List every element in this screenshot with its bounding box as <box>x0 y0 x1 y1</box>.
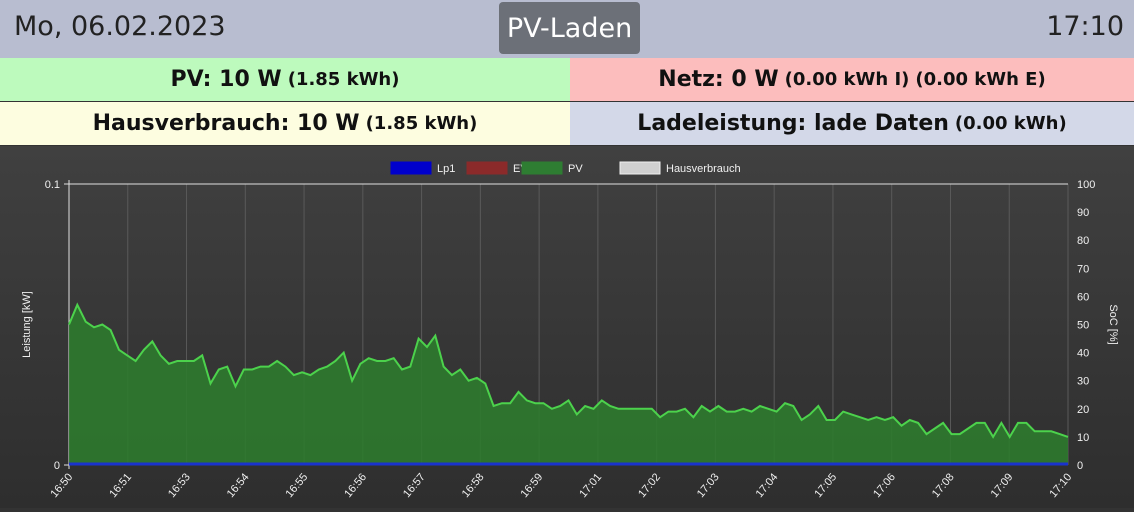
y-right-tick-label: 10 <box>1077 432 1089 444</box>
chart-area: 0.1 0 100 90 80 70 60 50 40 30 20 10 0 Leistung [kW] S… <box>0 146 1134 508</box>
time-display: 17:10 <box>1046 11 1124 42</box>
legend-label-lp1: Lp1 <box>437 163 455 175</box>
house-power: Hausverbrauch: 10 W <box>92 111 360 136</box>
y-right-tick-label: 0 <box>1077 460 1083 472</box>
x-tick-label: 17:02 <box>636 471 663 500</box>
pv-line <box>68 302 1069 439</box>
y-right-tick-label: 20 <box>1077 404 1089 416</box>
top-bar: Mo, 06.02.2023 PV-Laden 17:10 <box>0 0 1134 58</box>
page-title-button[interactable]: PV-Laden <box>499 2 640 54</box>
legend-label-hausverbrauch: Hausverbrauch <box>666 163 741 175</box>
x-tick-label: 16:55 <box>283 471 310 500</box>
x-tick-label: 17:08 <box>930 471 957 500</box>
pv-area <box>69 304 1068 465</box>
y-left-tick-label: 0 <box>54 460 60 472</box>
x-tick-label: 17:09 <box>989 471 1016 500</box>
pv-power: PV: 10 W <box>170 67 282 92</box>
x-tick-label: 17:03 <box>695 471 722 500</box>
x-tick-label: 17:04 <box>754 471 781 500</box>
y-right-tick-label: 90 <box>1077 207 1089 219</box>
date-display: Mo, 06.02.2023 <box>14 11 226 42</box>
charge-energy: (0.00 kWh) <box>954 113 1067 134</box>
charge-tile[interactable]: Ladeleistung: lade Daten (0.00 kWh) <box>570 102 1134 145</box>
grid-export-energy: (0.00 kWh E) <box>915 69 1046 90</box>
legend-swatch-evu <box>466 161 508 175</box>
grid-import-energy: (0.00 kWh I) <box>784 69 910 90</box>
x-tick-label: 16:59 <box>519 471 546 500</box>
x-tick-label: 17:06 <box>871 471 898 500</box>
legend-swatch-pv <box>521 161 563 175</box>
y-right-tick-label: 70 <box>1077 263 1089 275</box>
y-right-tick-label: 30 <box>1077 376 1089 388</box>
y-right-tick-label: 100 <box>1077 179 1095 191</box>
grid-power: Netz: 0 W <box>658 67 779 92</box>
house-tile[interactable]: Hausverbrauch: 10 W (1.85 kWh) <box>0 102 570 145</box>
x-tick-label: 17:01 <box>577 471 604 500</box>
x-tick-label: 16:51 <box>107 471 134 500</box>
y-right-tick-label: 40 <box>1077 348 1089 360</box>
house-energy: (1.85 kWh) <box>365 113 478 134</box>
y-right-tick-label: 80 <box>1077 235 1089 247</box>
charge-power: Ladeleistung: lade Daten <box>637 111 949 136</box>
x-tick-label: 16:57 <box>401 471 428 500</box>
x-tick-label: 16:53 <box>166 471 193 500</box>
x-tick-label: 16:58 <box>460 471 487 500</box>
y-left-tick-label: 0.1 <box>45 179 60 191</box>
legend-label-pv: PV <box>568 163 583 175</box>
x-tick-label: 16:54 <box>225 471 252 500</box>
legend-swatch-hausverbrauch <box>619 161 661 175</box>
pv-tile[interactable]: PV: 10 W (1.85 kWh) <box>0 58 570 101</box>
x-tick-label: 16:56 <box>342 471 369 500</box>
x-tick-label: 17:10 <box>1047 471 1074 500</box>
legend-swatch-lp1 <box>390 161 432 175</box>
grid-tile[interactable]: Netz: 0 W (0.00 kWh I) (0.00 kWh E) <box>570 58 1134 101</box>
pv-energy: (1.85 kWh) <box>287 69 400 90</box>
x-tick-label: 17:05 <box>812 471 839 500</box>
x-tick-label: 16:50 <box>48 471 75 500</box>
y-right-tick-label: 50 <box>1077 320 1089 332</box>
y-left-axis-label: Leistung [kW] <box>21 291 33 358</box>
y-right-axis-label: SoC [%] <box>1107 304 1119 344</box>
y-right-tick-label: 60 <box>1077 291 1089 303</box>
